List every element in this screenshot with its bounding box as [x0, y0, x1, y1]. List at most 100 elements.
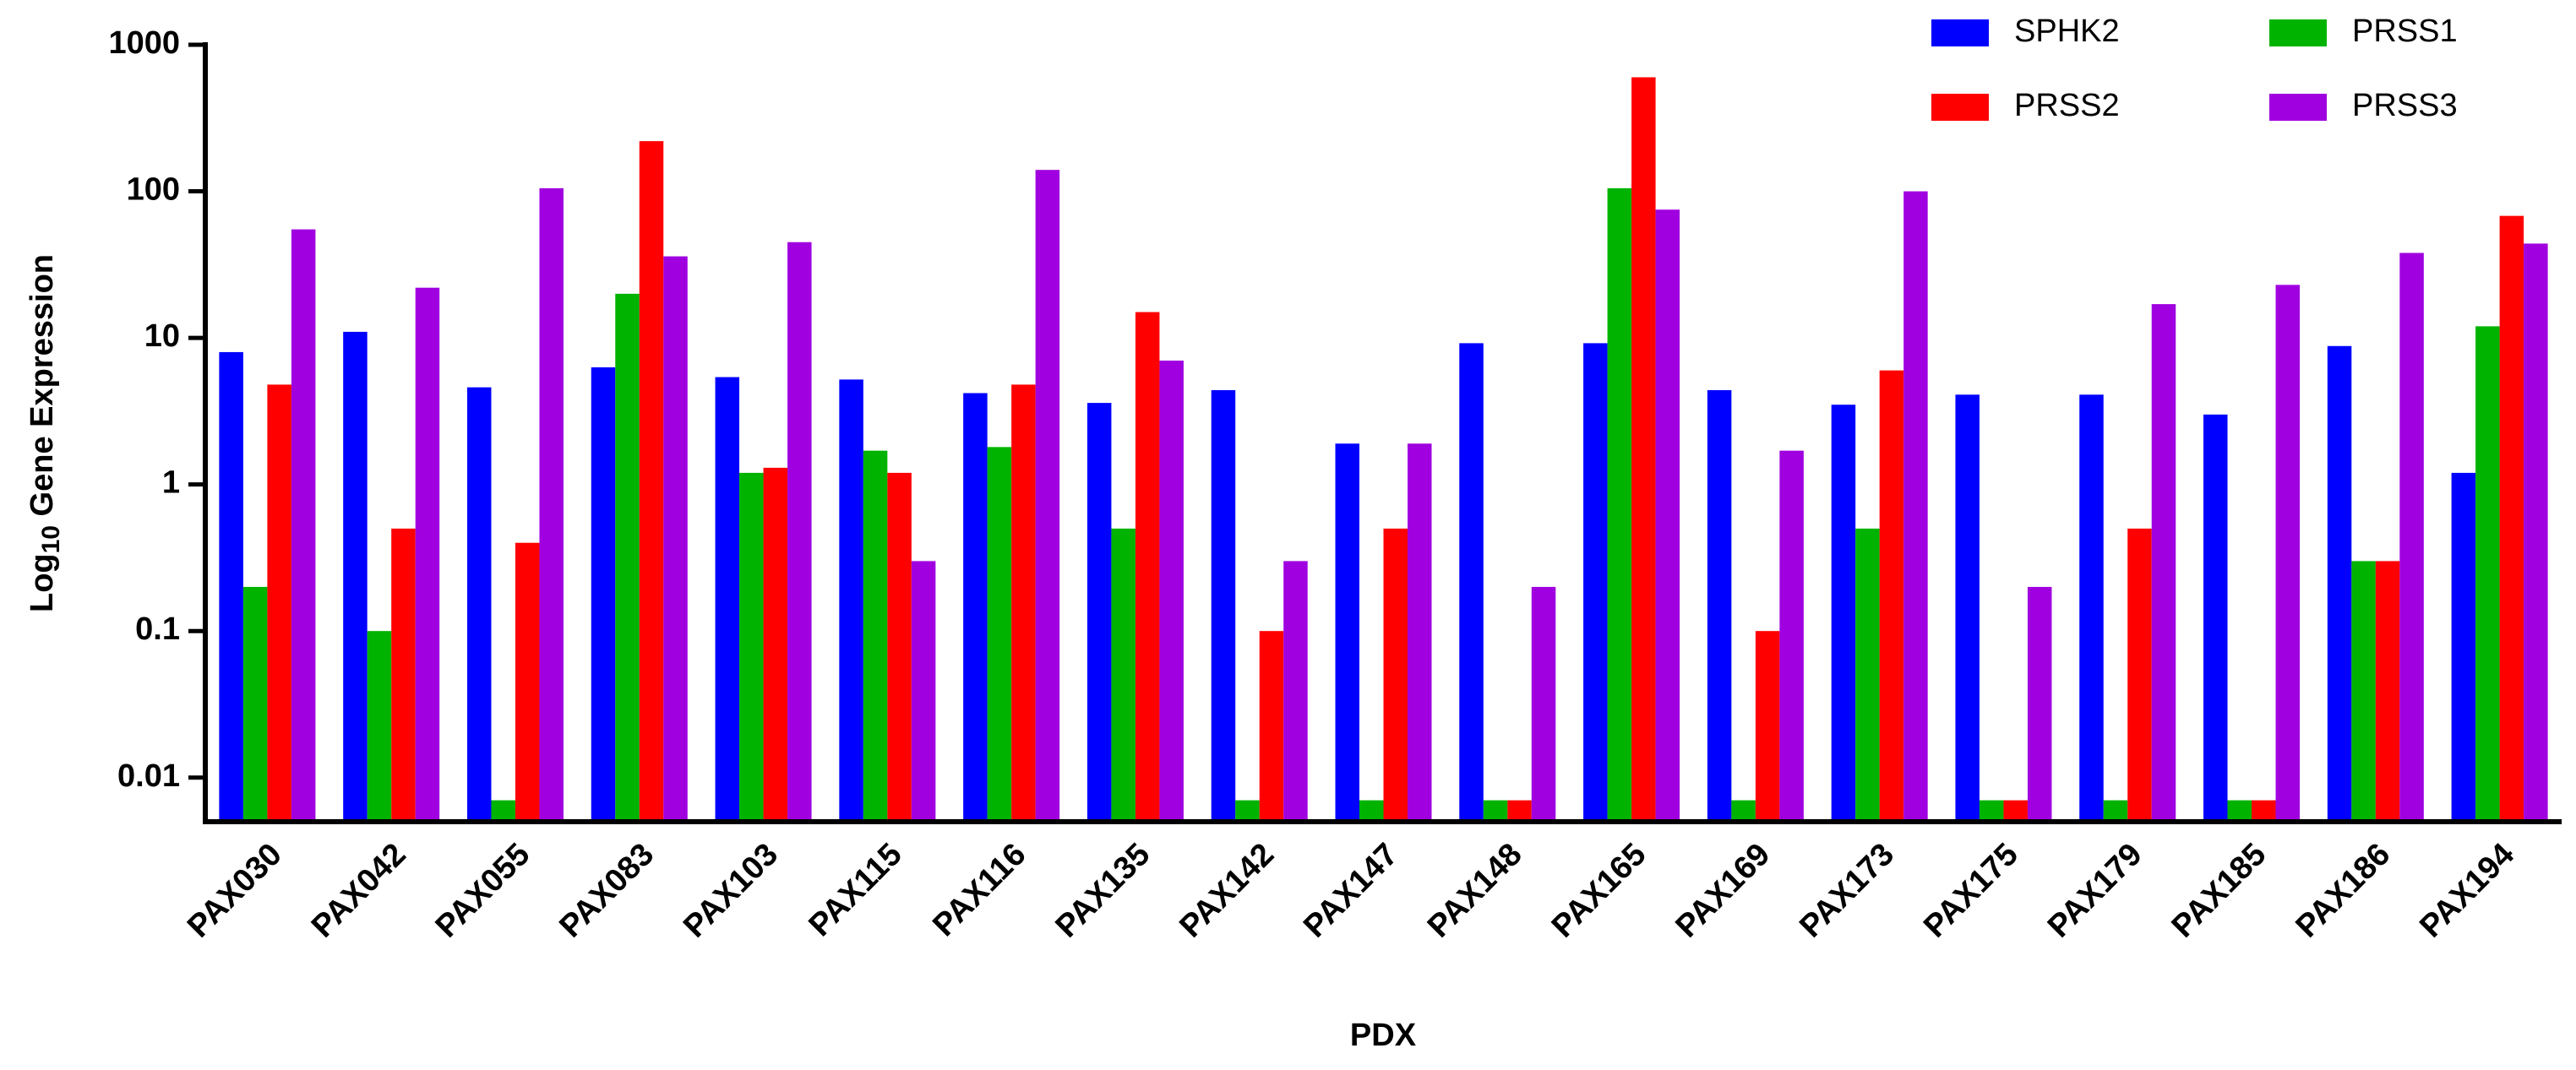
- x-tick-label: PAX148: [1421, 837, 1529, 945]
- x-tick-label: PAX185: [2165, 837, 2274, 945]
- bar: [2151, 304, 2176, 822]
- bar: [367, 631, 392, 822]
- bar: [1135, 312, 1160, 822]
- x-tick-label: PAX083: [553, 837, 661, 945]
- bar: [887, 472, 912, 822]
- x-tick-label: PAX142: [1173, 837, 1281, 945]
- bar: [1879, 370, 1904, 822]
- bar: [715, 377, 740, 822]
- bar: [1483, 800, 1508, 822]
- bar: [2003, 800, 2028, 822]
- x-tick-label: PAX179: [2041, 837, 2149, 945]
- bar: [1235, 800, 1260, 822]
- bar: [539, 187, 564, 822]
- y-axis-label-part: Gene Expression: [25, 254, 60, 525]
- bar: [1707, 389, 1732, 822]
- x-axis-label: PDX: [1350, 1018, 1417, 1053]
- legend-label: PRSS3: [2352, 88, 2458, 123]
- bar: [491, 800, 515, 822]
- x-tick-label: PAX169: [1669, 837, 1778, 945]
- bar: [1159, 360, 1184, 822]
- bar: [839, 379, 863, 822]
- bar: [2451, 472, 2476, 822]
- x-tick-label: PAX115: [802, 837, 908, 943]
- legend-swatch: [1931, 19, 1989, 46]
- x-tick-label: PAX165: [1545, 837, 1653, 945]
- y-axis-label: Log10 Gene Expression: [25, 254, 65, 612]
- y-tick-label: 0.01: [117, 758, 180, 794]
- bar: [987, 447, 1012, 822]
- bar: [1755, 631, 1780, 822]
- bar: [763, 467, 788, 822]
- legend-label: PRSS1: [2352, 14, 2458, 49]
- bar: [1507, 800, 1532, 822]
- bar: [1731, 800, 1756, 822]
- bar: [2203, 414, 2228, 822]
- bar: [391, 528, 416, 822]
- x-tick-label: PAX030: [181, 837, 289, 945]
- bar: [1831, 405, 1856, 822]
- bar: [2275, 285, 2301, 822]
- bar: [591, 367, 616, 823]
- bar: [1035, 170, 1060, 822]
- bar: [291, 229, 316, 822]
- bar: [2103, 800, 2128, 822]
- bar: [343, 331, 368, 823]
- bar: [2027, 586, 2052, 822]
- bar: [1779, 450, 1804, 822]
- bar: [1283, 561, 1308, 822]
- bar: [2351, 561, 2376, 822]
- bar: [2252, 800, 2276, 822]
- bar: [1979, 800, 2004, 822]
- legend-swatch: [1931, 94, 1989, 121]
- bar: [1855, 528, 1880, 822]
- bar: [1459, 343, 1484, 822]
- bar: [1955, 394, 1980, 822]
- bar: [1259, 631, 1284, 822]
- x-tick-label: PAX042: [305, 837, 413, 945]
- bar: [267, 384, 291, 822]
- bar: [1607, 187, 1632, 822]
- bar: [2524, 243, 2548, 822]
- x-tick-label: PAX055: [429, 837, 537, 945]
- bar: [1111, 528, 1136, 822]
- bar: [2127, 528, 2152, 822]
- bar: [2475, 326, 2500, 822]
- y-tick-label: 1: [162, 465, 180, 501]
- x-tick-label: PAX103: [677, 837, 785, 945]
- legend-label: PRSS2: [2014, 88, 2120, 123]
- bar: [2499, 215, 2524, 822]
- y-axis-label-subscript: 10: [37, 525, 65, 553]
- bar: [466, 387, 492, 823]
- bar: [1655, 209, 1680, 822]
- bar: [1631, 77, 1656, 822]
- x-tick-label: PAX135: [1049, 837, 1157, 945]
- x-tick-label: PAX147: [1297, 837, 1405, 945]
- bar: [1335, 443, 1359, 822]
- bar: [2079, 394, 2104, 822]
- bar: [2375, 561, 2400, 822]
- bar: [1211, 389, 1236, 822]
- bar: [1086, 403, 1112, 822]
- bar: [1531, 586, 1556, 822]
- x-tick-label: PAX175: [1917, 837, 2025, 945]
- bar: [1359, 800, 1384, 822]
- y-axis-label-part: Log: [25, 553, 60, 612]
- bar: [415, 287, 440, 822]
- bar: [663, 256, 688, 822]
- legend-swatch: [2269, 94, 2327, 121]
- bar: [242, 586, 268, 822]
- x-tick-label: PAX116: [926, 837, 1032, 943]
- bar: [787, 242, 812, 822]
- bar: [1408, 443, 1432, 822]
- y-tick-label: 1000: [108, 25, 180, 61]
- y-tick-label: 100: [127, 172, 180, 208]
- bar: [1583, 343, 1608, 822]
- x-tick-label: PAX186: [2289, 837, 2397, 945]
- bar: [1903, 191, 1928, 823]
- bar: [911, 561, 936, 822]
- legend-label: SPHK2: [2014, 14, 2120, 49]
- y-tick-label: 10: [144, 318, 180, 354]
- bar: [515, 542, 540, 822]
